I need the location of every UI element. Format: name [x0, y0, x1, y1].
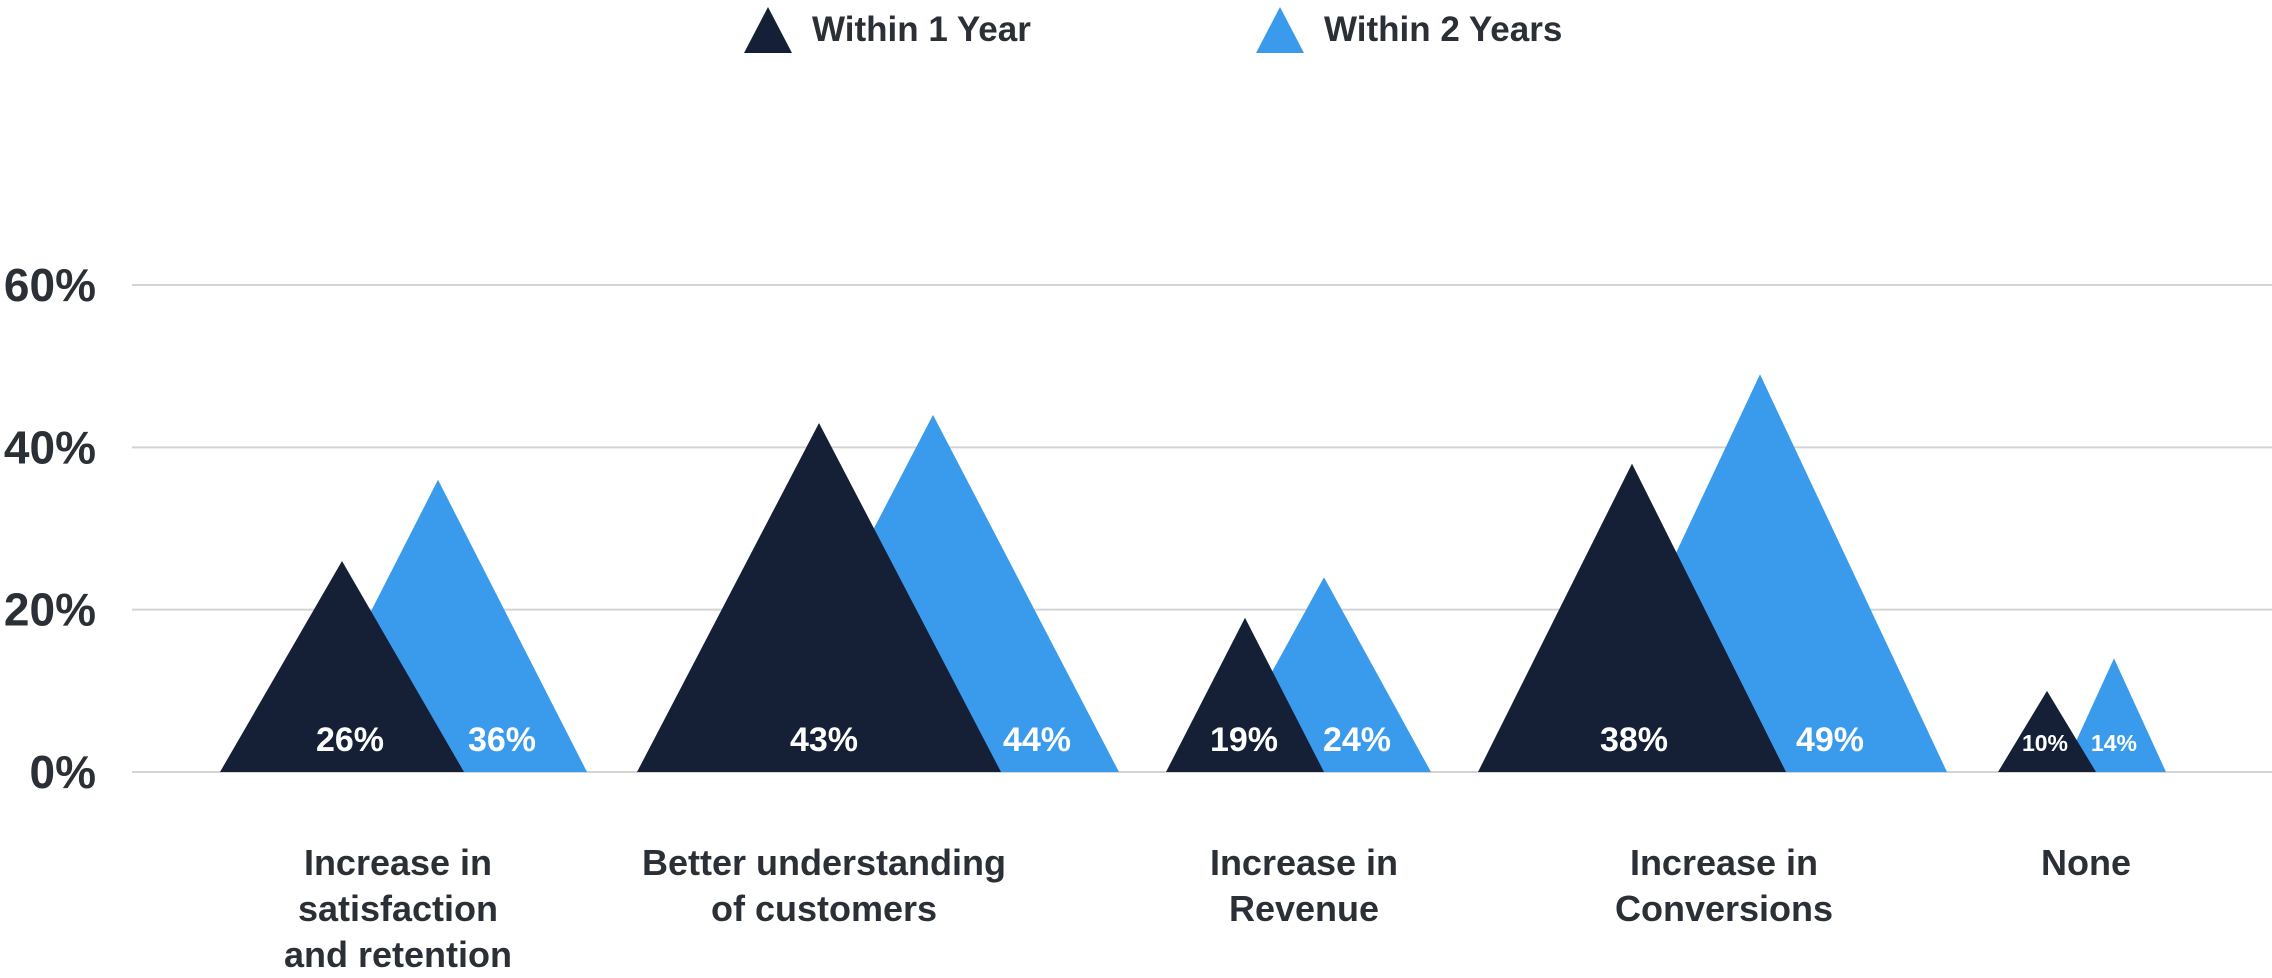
legend-item-within-2-years: Within 2 Years [1256, 0, 1562, 60]
data-label-within-1-year: 38% [1600, 721, 1668, 759]
data-label-within-2-years: 44% [1003, 721, 1071, 759]
y-tick-label: 60% [4, 259, 96, 311]
triangle-mark-within-1-year [220, 560, 464, 772]
data-label-within-1-year: 26% [316, 721, 384, 759]
legend-label: Within 1 Year [812, 10, 1031, 49]
data-label-within-1-year: 43% [790, 721, 858, 759]
triangle-mark-within-1-year [637, 422, 1001, 772]
triangle-mark-within-1-year [1478, 463, 1786, 772]
category-label: Increase in Revenue [1209, 842, 1399, 929]
legend-label: Within 2 Years [1324, 10, 1563, 49]
data-label-within-2-years: 36% [468, 721, 536, 759]
data-label-within-1-year: 19% [1210, 721, 1278, 759]
data-label-within-2-years: 49% [1796, 721, 1864, 759]
legend: Within 1 Year Within 2 Years [0, 0, 2272, 60]
data-label-within-2-years: 14% [2091, 730, 2137, 756]
category-label: None [2041, 842, 2131, 883]
category-label: Better understanding of customers [641, 842, 1007, 929]
data-label-within-2-years: 24% [1323, 721, 1391, 759]
y-tick-label: 40% [4, 421, 96, 473]
category-label: Increase in satisfaction and retention [283, 842, 512, 975]
legend-item-within-1-year: Within 1 Year [744, 0, 1031, 60]
triangle-mark-within-2-years [2062, 658, 2166, 772]
y-tick-label: 0% [30, 746, 96, 798]
triangle-icon [1256, 7, 1304, 53]
y-tick-label: 20% [4, 584, 96, 636]
triangle-icon [744, 7, 792, 53]
data-label-within-1-year: 10% [2022, 730, 2068, 756]
triangle-mark-within-1-year [1998, 690, 2096, 772]
triangle-mark-within-1-year [1166, 617, 1324, 772]
category-label: Increase in Conversions [1614, 842, 1834, 929]
